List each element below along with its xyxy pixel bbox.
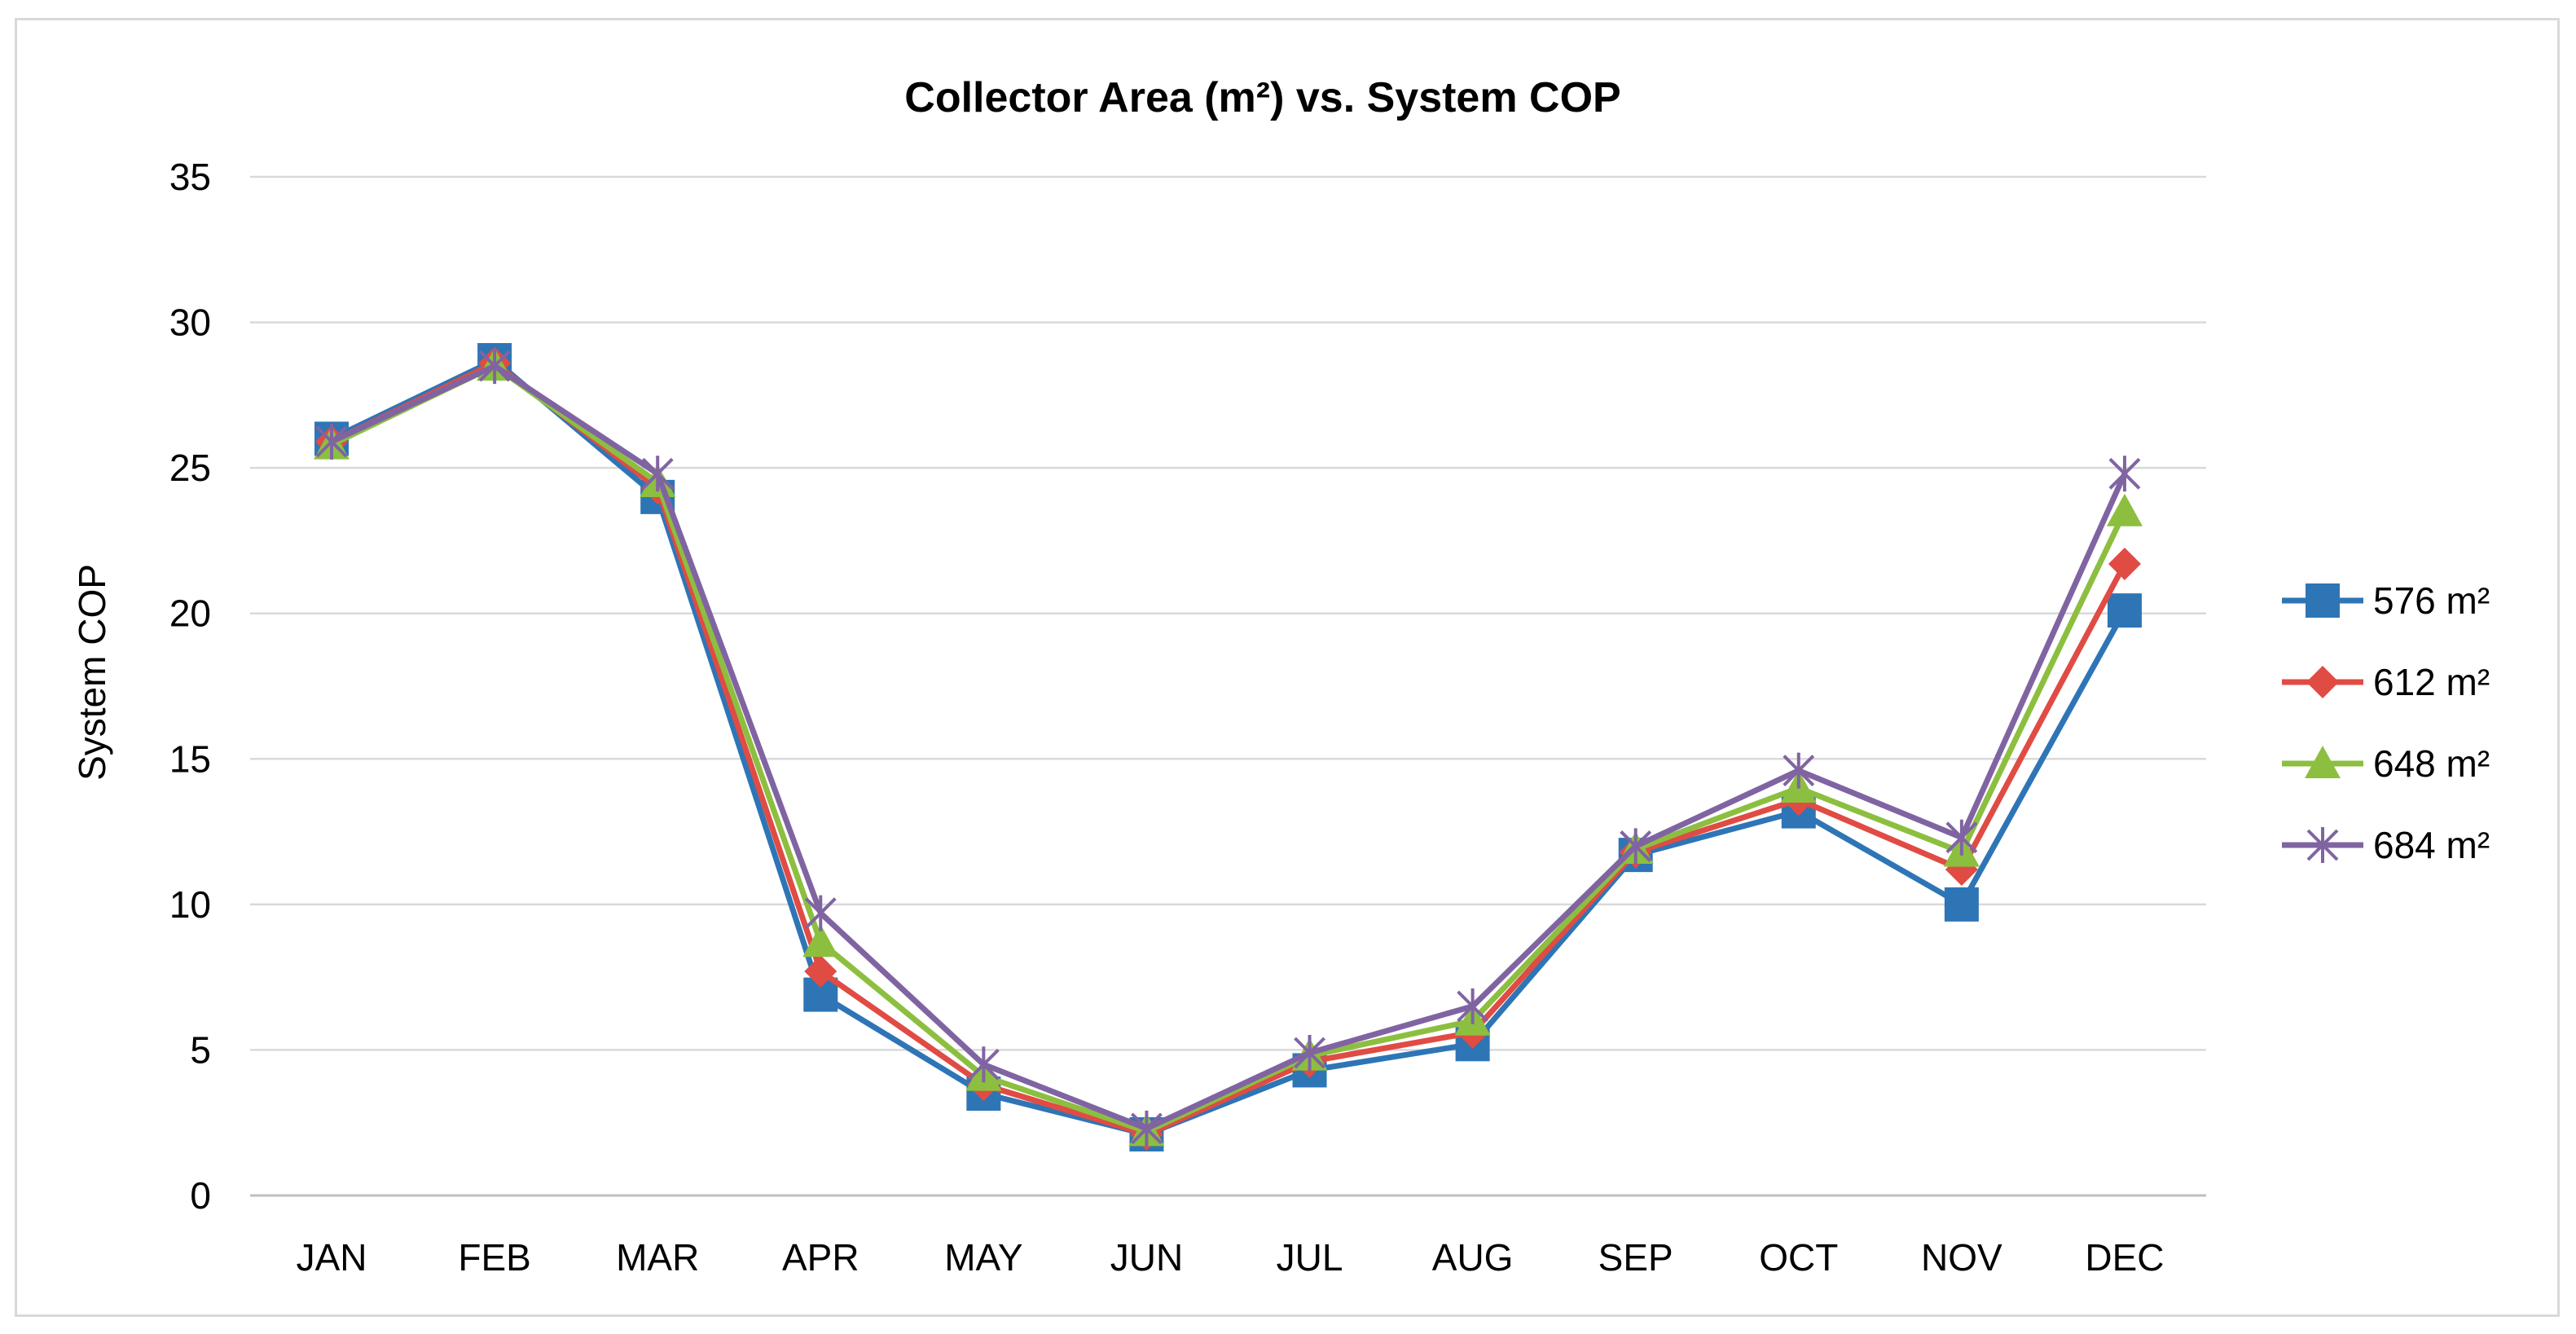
y-tick-label: 5 xyxy=(190,1028,211,1071)
data-point xyxy=(2107,593,2142,628)
x-tick-label: JUL xyxy=(1277,1236,1343,1279)
data-point xyxy=(641,456,674,492)
data-point xyxy=(1457,988,1489,1024)
y-axis-ticks: 0 5 10 15 20 25 30 35 xyxy=(169,156,211,1217)
legend-marker xyxy=(2306,827,2339,863)
y-tick-label: 35 xyxy=(169,156,211,198)
legend-marker xyxy=(2306,666,2339,698)
data-point xyxy=(2108,456,2141,492)
legend-item: 648 m² xyxy=(2282,742,2490,785)
y-tick-label: 25 xyxy=(169,447,211,489)
data-point xyxy=(1294,1035,1325,1071)
y-tick-label: 0 xyxy=(190,1174,211,1217)
series-line xyxy=(328,363,2128,1134)
x-tick-label: APR xyxy=(782,1236,859,1279)
y-tick-label: 30 xyxy=(169,302,211,344)
x-tick-label: FEB xyxy=(458,1236,530,1279)
data-point xyxy=(315,424,348,460)
x-tick-label: JAN xyxy=(297,1236,367,1279)
legend-label: 612 m² xyxy=(2373,661,2490,703)
x-axis-ticks: JAN FEB MAR APR MAY JUN JUL AUG SEP OCT NOV DEC xyxy=(297,1236,2165,1279)
legend-marker xyxy=(2306,583,2340,618)
series-line xyxy=(328,363,2128,1132)
series-layer xyxy=(314,343,2143,1151)
series-line xyxy=(328,357,2128,1138)
legend-item: 684 m² xyxy=(2282,824,2490,866)
legend-item: 612 m² xyxy=(2282,661,2490,703)
data-point xyxy=(1131,1110,1163,1147)
legend-label: 648 m² xyxy=(2373,742,2490,785)
x-tick-label: MAR xyxy=(616,1236,699,1279)
data-point xyxy=(478,348,511,385)
y-axis-label: System COP xyxy=(71,564,113,781)
legend-marker xyxy=(2305,746,2341,778)
data-point xyxy=(1944,887,1979,922)
x-tick-label: OCT xyxy=(1759,1236,1838,1279)
chart-frame: Collector Area (m²) vs. System COP Syste… xyxy=(15,18,2560,1317)
data-point xyxy=(1945,819,1978,856)
data-point xyxy=(802,924,839,958)
series-1 xyxy=(314,343,2142,1151)
data-point xyxy=(804,895,837,931)
x-tick-label: JUN xyxy=(1110,1236,1183,1279)
gridlines xyxy=(250,175,2206,1197)
line-chart: Collector Area (m²) vs. System COP Syste… xyxy=(71,74,2490,1279)
data-point xyxy=(1620,828,1652,865)
x-tick-label: MAY xyxy=(944,1236,1022,1279)
data-point xyxy=(967,1046,1000,1083)
y-tick-label: 10 xyxy=(169,883,211,926)
x-tick-label: DEC xyxy=(2085,1236,2164,1279)
legend-label: 576 m² xyxy=(2373,579,2490,622)
x-tick-label: NOV xyxy=(1921,1236,2002,1279)
legend-label: 684 m² xyxy=(2373,824,2490,866)
series-4 xyxy=(315,348,2141,1147)
legend-item: 576 m² xyxy=(2282,579,2490,622)
data-point xyxy=(2108,548,2141,580)
data-point xyxy=(804,955,837,988)
series-line xyxy=(328,360,2128,1138)
chart-title: Collector Area (m²) vs. System COP xyxy=(904,74,1620,121)
y-tick-label: 15 xyxy=(169,737,211,780)
legend: 576 m² 612 m² 648 m² 684 m² xyxy=(2282,579,2490,866)
x-tick-label: AUG xyxy=(1432,1236,1514,1279)
data-point xyxy=(2106,493,2143,526)
y-tick-label: 20 xyxy=(169,592,211,635)
data-point xyxy=(1783,752,1815,789)
x-tick-label: SEP xyxy=(1598,1236,1673,1279)
